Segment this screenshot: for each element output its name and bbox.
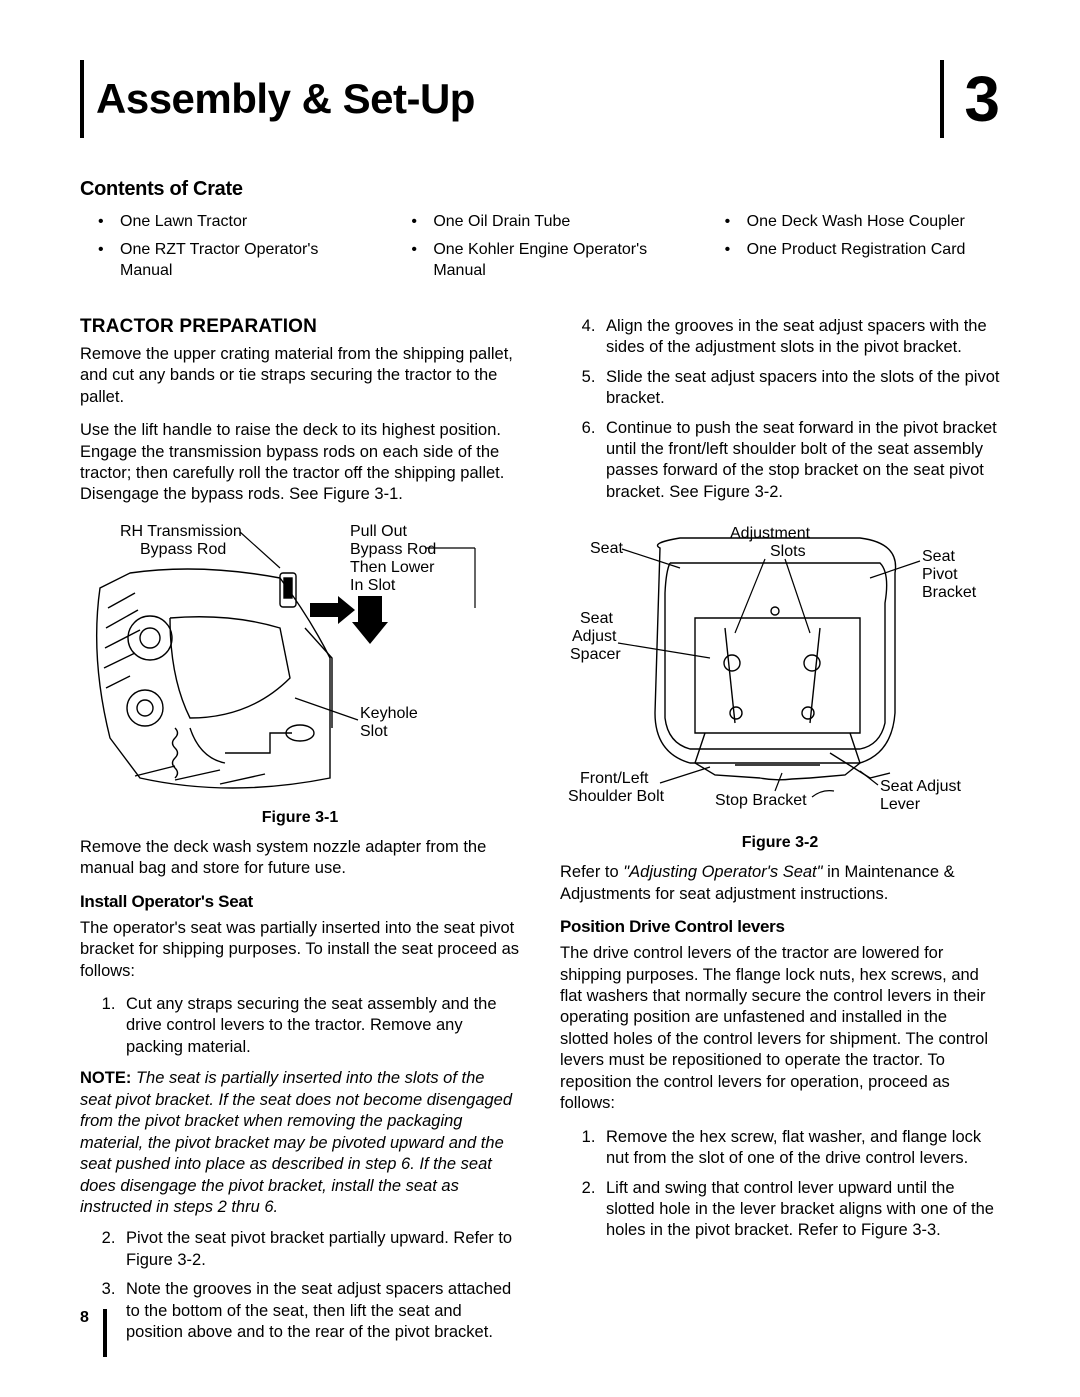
figure-3-1-caption: Figure 3-1 (80, 809, 520, 827)
tractor-prep-heading: TRACTOR PREPARATION (80, 316, 520, 338)
fig1-label-keyhole: Keyhole (360, 705, 418, 722)
fig1-label-slot: Slot (360, 723, 388, 740)
page-number-block: 8 (80, 1309, 107, 1357)
fig2-label-sa1: Seat (580, 610, 613, 627)
seat-steps-2: Pivot the seat pivot bracket partially u… (80, 1228, 520, 1343)
right-column: Align the grooves in the seat adjust spa… (560, 316, 1000, 1354)
fig2-label-seat: Seat (590, 540, 623, 557)
chapter-number: 3 (964, 67, 1000, 131)
chapter-title: Assembly & Set-Up (96, 75, 475, 123)
seat-intro: The operator's seat was partially insert… (80, 918, 520, 982)
position-steps: Remove the hex screw, flat washer, and f… (560, 1127, 1000, 1242)
fig1-label-rh: RH Transmission (120, 523, 242, 540)
body-columns: TRACTOR PREPARATION Remove the upper cra… (80, 316, 1000, 1354)
fig2-label-stop: Stop Bracket (715, 792, 807, 809)
refer-para: Refer to "Adjusting Operator's Seat" in … (560, 862, 1000, 905)
chapter-header: Assembly & Set-Up 3 (80, 60, 1000, 138)
fig2-label-sp2: Pivot (922, 566, 958, 583)
fig2-label-sa3: Spacer (570, 646, 621, 663)
crate-col-3: One Deck Wash Hose Coupler One Product R… (707, 211, 1000, 288)
figure-3-1: RH Transmission Bypass Rod Pull Out Bypa… (80, 518, 520, 803)
seat-steps-right: Align the grooves in the seat adjust spa… (560, 316, 1000, 504)
crate-col-2: One Oil Drain Tube One Kohler Engine Ope… (393, 211, 686, 288)
fig1-label-pull: Pull Out (350, 523, 407, 540)
crate-item: One Oil Drain Tube (393, 211, 686, 233)
fig2-label-adj1: Adjustment (730, 525, 811, 542)
figure-3-2-svg: Seat Adjustment Slots Seat Pivot Bracket… (560, 513, 1000, 823)
position-levers-heading: Position Drive Control levers (560, 917, 1000, 937)
prep-para-1: Remove the upper crating material from t… (80, 344, 520, 408)
left-column: TRACTOR PREPARATION Remove the upper cra… (80, 316, 520, 1354)
page-number: 8 (80, 1309, 89, 1326)
prep-para-2: Use the lift handle to raise the deck to… (80, 420, 520, 506)
seat-step: Slide the seat adjust spacers into the s… (600, 367, 1000, 410)
crate-heading: Contents of Crate (80, 178, 1000, 201)
crate-item: One Deck Wash Hose Coupler (707, 211, 1000, 233)
crate-list: One Lawn Tractor One RZT Tractor Operato… (80, 211, 1000, 288)
install-seat-heading: Install Operator's Seat (80, 892, 520, 912)
seat-steps-1: Cut any straps securing the seat assembl… (80, 994, 520, 1058)
figure-3-2-caption: Figure 3-2 (560, 834, 1000, 852)
fig2-label-adj2: Slots (770, 543, 806, 560)
position-step: Remove the hex screw, flat washer, and f… (600, 1127, 1000, 1170)
refer-pre: Refer to (560, 863, 623, 881)
figure-3-1-svg: RH Transmission Bypass Rod Pull Out Bypa… (80, 518, 520, 798)
seat-step: Pivot the seat pivot bracket partially u… (120, 1228, 520, 1271)
fig2-label-sa2: Adjust (572, 628, 617, 645)
crate-col-1: One Lawn Tractor One RZT Tractor Operato… (80, 211, 373, 288)
seat-step: Continue to push the seat forward in the… (600, 418, 1000, 504)
after-fig-para: Remove the deck wash system nozzle adapt… (80, 837, 520, 880)
position-levers-para: The drive control levers of the tractor … (560, 943, 1000, 1115)
fig1-label-bypass: Bypass Rod (140, 541, 226, 558)
fig2-label-lv1: Seat Adjust (880, 778, 962, 795)
fig2-label-lv2: Lever (880, 796, 921, 813)
crate-item: One Lawn Tractor (80, 211, 373, 233)
fig2-label-sp3: Bracket (922, 584, 977, 601)
note-text: The seat is partially inserted into the … (80, 1069, 512, 1216)
crate-item: One Kohler Engine Operator's Manual (393, 239, 686, 282)
refer-italic: "Adjusting Operator's Seat" (623, 863, 827, 881)
fig1-label-brod: Bypass Rod (350, 541, 436, 558)
chapter-number-wrap: 3 (940, 60, 1000, 138)
seat-step: Note the grooves in the seat adjust spac… (120, 1279, 520, 1343)
crate-item: One Product Registration Card (707, 239, 1000, 261)
seat-step: Align the grooves in the seat adjust spa… (600, 316, 1000, 359)
seat-note: NOTE: The seat is partially inserted int… (80, 1068, 520, 1218)
crate-item: One RZT Tractor Operator's Manual (80, 239, 373, 282)
fig2-label-fl1: Front/Left (580, 770, 649, 787)
figure-3-2: Seat Adjustment Slots Seat Pivot Bracket… (560, 513, 1000, 828)
note-label: NOTE: (80, 1069, 131, 1087)
position-step: Lift and swing that control lever upward… (600, 1178, 1000, 1242)
fig2-label-fl2: Shoulder Bolt (568, 788, 665, 805)
fig1-label-then: Then Lower (350, 559, 435, 576)
fig2-label-sp1: Seat (922, 548, 955, 565)
seat-step: Cut any straps securing the seat assembl… (120, 994, 520, 1058)
fig1-label-inslot: In Slot (350, 577, 396, 594)
